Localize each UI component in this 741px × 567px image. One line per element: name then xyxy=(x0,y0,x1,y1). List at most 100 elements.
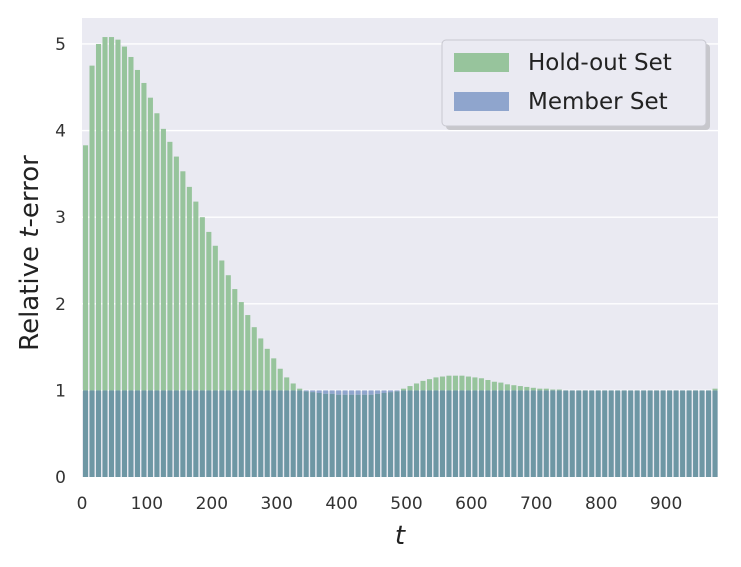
overlap-bar-37 xyxy=(323,393,329,477)
y-axis-label-italic: t xyxy=(15,227,45,238)
hold-out-bar-58 xyxy=(459,375,465,391)
member-bar-45 xyxy=(375,390,381,394)
member-bar-41 xyxy=(349,390,355,395)
legend-swatch-hold-out xyxy=(454,53,509,72)
hold-out-bar-60 xyxy=(472,377,478,391)
hold-out-bar-32 xyxy=(290,383,296,391)
overlap-bar-63 xyxy=(491,390,497,477)
hold-out-bar-26 xyxy=(251,327,257,391)
legend-label-member: Member Set xyxy=(528,89,668,115)
hold-out-bar-97 xyxy=(712,388,718,391)
overlap-bar-83 xyxy=(621,390,627,477)
overlap-bar-25 xyxy=(245,390,251,477)
overlap-bar-4 xyxy=(108,390,115,477)
overlap-bar-84 xyxy=(628,390,634,477)
overlap-bar-69 xyxy=(530,390,536,477)
overlap-bar-41 xyxy=(349,394,355,477)
hold-out-bar-53 xyxy=(426,379,433,391)
overlap-bar-30 xyxy=(277,390,283,477)
overlap-bar-48 xyxy=(394,391,400,477)
hold-out-bar-0 xyxy=(83,145,89,391)
overlap-bar-85 xyxy=(634,390,640,477)
overlap-bar-73 xyxy=(556,390,562,477)
overlap-bar-55 xyxy=(439,390,446,477)
hold-out-bar-55 xyxy=(439,376,446,391)
overlap-bar-5 xyxy=(115,390,121,477)
hold-out-bar-11 xyxy=(154,113,160,391)
hold-out-bar-52 xyxy=(420,380,426,391)
hold-out-bar-61 xyxy=(478,378,484,391)
overlap-bar-68 xyxy=(524,390,530,477)
member-bar-42 xyxy=(355,390,361,395)
overlap-bar-40 xyxy=(342,394,348,477)
member-bar-46 xyxy=(381,390,387,393)
x-tick-labels: 0 100 200 300 400 500 600 700 800 900 xyxy=(77,494,683,514)
hold-out-bar-67 xyxy=(517,386,523,391)
hold-out-bar-3 xyxy=(102,37,108,391)
hold-out-bar-19 xyxy=(206,231,212,391)
overlap-bar-9 xyxy=(141,390,147,477)
y-tick-label-2: 2 xyxy=(55,295,66,315)
overlap-bar-33 xyxy=(297,390,303,477)
legend-label-hold-out: Hold-out Set xyxy=(528,50,672,76)
hold-out-bar-18 xyxy=(199,217,205,391)
hold-out-bar-10 xyxy=(147,97,153,391)
overlap-bar-22 xyxy=(225,390,231,477)
overlap-bar-26 xyxy=(251,390,257,477)
hold-out-bar-27 xyxy=(258,338,264,391)
overlap-bar-74 xyxy=(563,390,569,477)
overlap-bar-1 xyxy=(89,390,95,477)
hold-out-bar-66 xyxy=(511,385,517,391)
hold-out-bar-28 xyxy=(264,348,270,391)
overlap-bar-54 xyxy=(433,390,439,477)
overlap-bar-44 xyxy=(368,394,374,477)
hold-out-bar-72 xyxy=(550,389,556,391)
legend: Hold-out Set Member Set xyxy=(441,39,710,130)
overlap-bar-80 xyxy=(602,390,608,477)
hold-out-bar-22 xyxy=(225,275,231,391)
overlap-bar-27 xyxy=(258,390,264,477)
legend-swatch-member xyxy=(454,92,509,111)
hold-out-bar-2 xyxy=(95,43,102,391)
overlap-bar-47 xyxy=(388,392,394,477)
overlap-bar-64 xyxy=(498,390,504,477)
overlap-bar-11 xyxy=(154,390,160,477)
overlap-bar-95 xyxy=(699,390,705,477)
member-bar-38 xyxy=(329,390,335,394)
y-tick-label-5: 5 xyxy=(55,35,66,55)
overlap-bar-96 xyxy=(706,390,712,477)
x-tick-label-8: 800 xyxy=(585,494,617,514)
member-bar-43 xyxy=(362,390,368,395)
hold-out-bar-73 xyxy=(556,389,562,391)
overlap-bar-59 xyxy=(465,390,471,477)
member-bar-47 xyxy=(388,390,394,393)
hold-out-bar-14 xyxy=(173,156,179,391)
overlap-bar-67 xyxy=(517,390,523,477)
hold-out-bar-29 xyxy=(271,358,277,391)
y-tick-label-1: 1 xyxy=(55,381,66,401)
overlap-bar-51 xyxy=(413,390,420,477)
overlap-bar-91 xyxy=(673,390,679,477)
hold-out-bar-5 xyxy=(115,39,121,391)
hold-out-bar-1 xyxy=(89,65,95,391)
x-tick-label-9: 900 xyxy=(650,494,682,514)
overlap-bar-93 xyxy=(686,390,692,477)
overlap-bar-92 xyxy=(680,390,686,477)
hold-out-bar-56 xyxy=(446,375,452,391)
hold-out-bar-68 xyxy=(524,386,530,391)
member-bar-40 xyxy=(342,390,348,395)
hold-out-bar-59 xyxy=(465,376,471,391)
overlap-bar-77 xyxy=(582,390,588,477)
hold-out-bar-13 xyxy=(167,141,173,391)
x-tick-label-4: 400 xyxy=(325,494,357,514)
overlap-bar-79 xyxy=(595,390,601,477)
overlap-bar-19 xyxy=(206,390,212,477)
hold-out-bar-62 xyxy=(485,380,491,391)
overlap-bar-12 xyxy=(160,390,166,477)
hold-out-bar-21 xyxy=(219,260,225,391)
overlap-bar-76 xyxy=(576,390,582,477)
overlap-bar-28 xyxy=(264,390,270,477)
x-tick-label-2: 200 xyxy=(196,494,228,514)
hold-out-bar-15 xyxy=(180,171,186,391)
overlap-bar-65 xyxy=(504,390,510,477)
